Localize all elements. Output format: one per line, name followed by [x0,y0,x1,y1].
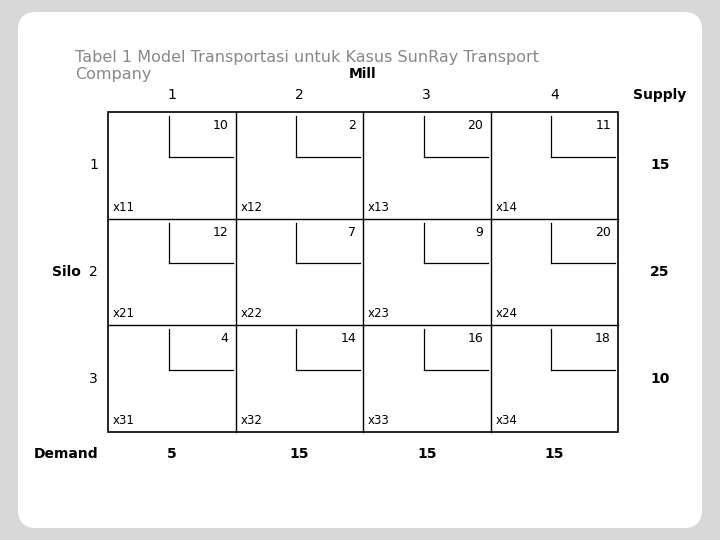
Text: Demand: Demand [33,447,98,461]
Text: 16: 16 [468,332,484,346]
Text: x23: x23 [368,307,390,320]
Text: x34: x34 [495,414,518,427]
Text: x32: x32 [240,414,262,427]
Text: 15: 15 [544,447,564,461]
Text: 20: 20 [595,226,611,239]
Text: Silo: Silo [52,265,81,279]
Text: 10: 10 [212,119,228,132]
Text: 18: 18 [595,332,611,346]
Text: 12: 12 [212,226,228,239]
Text: 20: 20 [467,119,484,132]
Text: 10: 10 [650,372,670,386]
Text: x11: x11 [113,201,135,214]
Text: x31: x31 [113,414,135,427]
Text: 15: 15 [417,447,436,461]
Text: 15: 15 [650,158,670,172]
Text: x24: x24 [495,307,518,320]
Text: 4: 4 [550,88,559,102]
Text: 2: 2 [295,88,304,102]
Text: Supply: Supply [634,88,687,102]
Text: x22: x22 [240,307,263,320]
Text: 2: 2 [348,119,356,132]
Text: 15: 15 [289,447,309,461]
Text: Mill: Mill [349,67,377,81]
Text: 4: 4 [220,332,228,346]
Bar [108,112,618,432]
Text: 5: 5 [167,447,176,461]
Text: 2: 2 [89,265,98,279]
Text: Tabel 1 Model Transportasi untuk Kasus SunRay Transport
Company: Tabel 1 Model Transportasi untuk Kasus S… [75,50,539,83]
Text: x12: x12 [240,201,263,214]
Text: 25: 25 [650,265,670,279]
Text: 7: 7 [348,226,356,239]
Text: 1: 1 [167,88,176,102]
Text: x13: x13 [368,201,390,214]
Text: 3: 3 [89,372,98,386]
Text: 14: 14 [341,332,356,346]
Text: 3: 3 [423,88,431,102]
Text: x33: x33 [368,414,390,427]
Text: 9: 9 [476,226,484,239]
Text: x14: x14 [495,201,518,214]
Text: 11: 11 [595,119,611,132]
Text: x21: x21 [113,307,135,320]
Text: 1: 1 [89,158,98,172]
FancyBboxPatch shape [18,12,702,528]
